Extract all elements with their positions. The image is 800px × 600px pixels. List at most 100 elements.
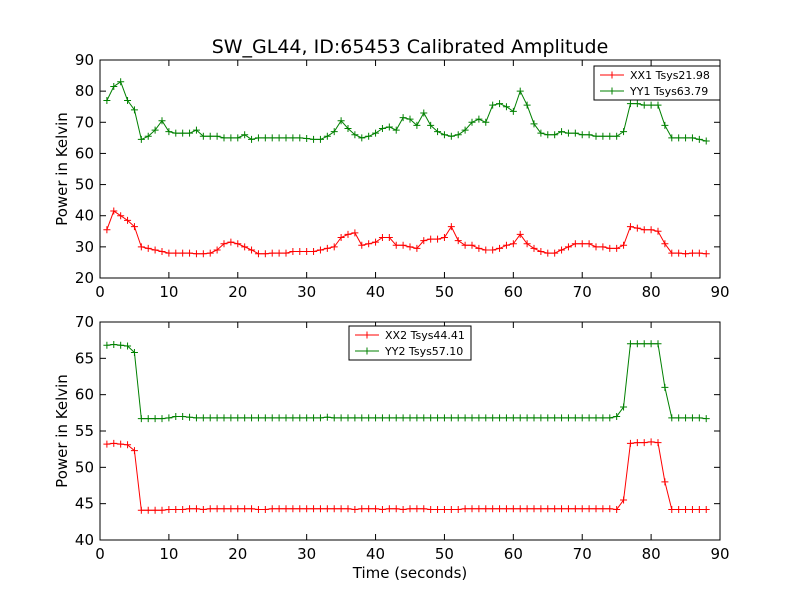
legend-marker: [608, 71, 616, 79]
data-point-marker: [640, 340, 648, 348]
data-point-marker: [241, 131, 249, 139]
y-tick-label: 50: [75, 176, 94, 194]
data-point-marker: [337, 414, 345, 422]
data-point-marker: [351, 414, 359, 422]
data-point-marker: [551, 414, 559, 422]
data-point-marker: [220, 240, 228, 248]
data-point-marker: [468, 241, 476, 249]
data-point-marker: [523, 414, 531, 422]
data-point-marker: [137, 506, 145, 514]
data-point-marker: [372, 129, 380, 137]
data-point-marker: [537, 414, 545, 422]
y-tick-label: 60: [75, 386, 94, 404]
data-point-marker: [427, 235, 435, 243]
data-point-marker: [399, 414, 407, 422]
data-point-marker: [303, 134, 311, 142]
data-point-marker: [702, 137, 710, 145]
data-point-marker: [172, 505, 180, 513]
y-tick-label: 70: [75, 313, 94, 331]
data-point-marker: [654, 439, 662, 447]
data-point-marker: [179, 412, 187, 420]
data-point-marker: [702, 250, 710, 258]
data-point-marker: [330, 414, 338, 422]
data-point-marker: [647, 101, 655, 109]
data-point-marker: [523, 101, 531, 109]
y-tick-label: 45: [75, 495, 94, 513]
data-point-marker: [144, 132, 152, 140]
data-point-marker: [454, 131, 462, 139]
data-point-marker: [468, 118, 476, 126]
data-point-marker: [633, 340, 641, 348]
data-point-marker: [585, 240, 593, 248]
data-point-marker: [406, 243, 414, 251]
data-point-marker: [385, 414, 393, 422]
data-point-marker: [323, 505, 331, 513]
data-point-marker: [440, 234, 448, 242]
data-point-marker: [275, 414, 283, 422]
data-point-marker: [427, 505, 435, 513]
data-point-marker: [564, 243, 572, 251]
data-point-marker: [544, 414, 552, 422]
data-point-marker: [158, 506, 166, 514]
data-point-marker: [585, 505, 593, 513]
data-point-marker: [248, 246, 256, 254]
data-point-marker: [523, 505, 531, 513]
data-point-marker: [110, 207, 118, 215]
data-point-marker: [268, 505, 276, 513]
data-point-marker: [647, 438, 655, 446]
data-point-marker: [626, 439, 634, 447]
data-point-marker: [337, 117, 345, 125]
y-tick-label: 55: [75, 422, 94, 440]
data-point-marker: [592, 132, 600, 140]
data-point-marker: [372, 505, 380, 513]
data-point-marker: [420, 237, 428, 245]
data-point-marker: [241, 243, 249, 251]
data-point-marker: [289, 134, 297, 142]
data-point-marker: [275, 249, 283, 257]
data-point-marker: [303, 248, 311, 256]
data-point-marker: [530, 120, 538, 128]
x-axis-label: Time (seconds): [352, 564, 468, 582]
data-point-marker: [172, 412, 180, 420]
data-point-marker: [289, 414, 297, 422]
data-point-marker: [192, 505, 200, 513]
data-point-marker: [502, 241, 510, 249]
data-point-marker: [551, 505, 559, 513]
data-point-marker: [454, 505, 462, 513]
data-point-marker: [144, 415, 152, 423]
data-point-marker: [585, 131, 593, 139]
data-point-marker: [654, 227, 662, 235]
data-point-marker: [310, 414, 318, 422]
data-point-marker: [117, 78, 125, 86]
data-point-marker: [392, 505, 400, 513]
x-tick-label: 30: [297, 545, 316, 563]
data-point-marker: [172, 129, 180, 137]
data-point-marker: [372, 414, 380, 422]
data-point-marker: [578, 240, 586, 248]
x-tick-label: 80: [642, 283, 661, 301]
data-point-marker: [516, 87, 524, 95]
data-point-marker: [613, 412, 621, 420]
data-point-marker: [330, 243, 338, 251]
data-point-marker: [351, 229, 359, 237]
data-point-marker: [248, 414, 256, 422]
data-point-marker: [599, 132, 607, 140]
legend-label: YY2 Tsys57.10: [384, 345, 463, 358]
data-point-marker: [337, 234, 345, 242]
x-tick-label: 10: [159, 545, 178, 563]
data-point-marker: [248, 135, 256, 143]
data-point-marker: [282, 414, 290, 422]
data-point-marker: [620, 403, 628, 411]
data-point-marker: [330, 505, 338, 513]
legend-box: [348, 325, 472, 361]
data-point-marker: [468, 414, 476, 422]
data-point-marker: [695, 249, 703, 257]
data-point-marker: [489, 246, 497, 254]
data-point-marker: [179, 505, 187, 513]
data-point-marker: [199, 132, 207, 140]
data-point-marker: [213, 505, 221, 513]
data-point-marker: [564, 129, 572, 137]
data-point-marker: [144, 244, 152, 252]
x-tick-label: 70: [573, 283, 592, 301]
data-point-marker: [186, 505, 194, 513]
